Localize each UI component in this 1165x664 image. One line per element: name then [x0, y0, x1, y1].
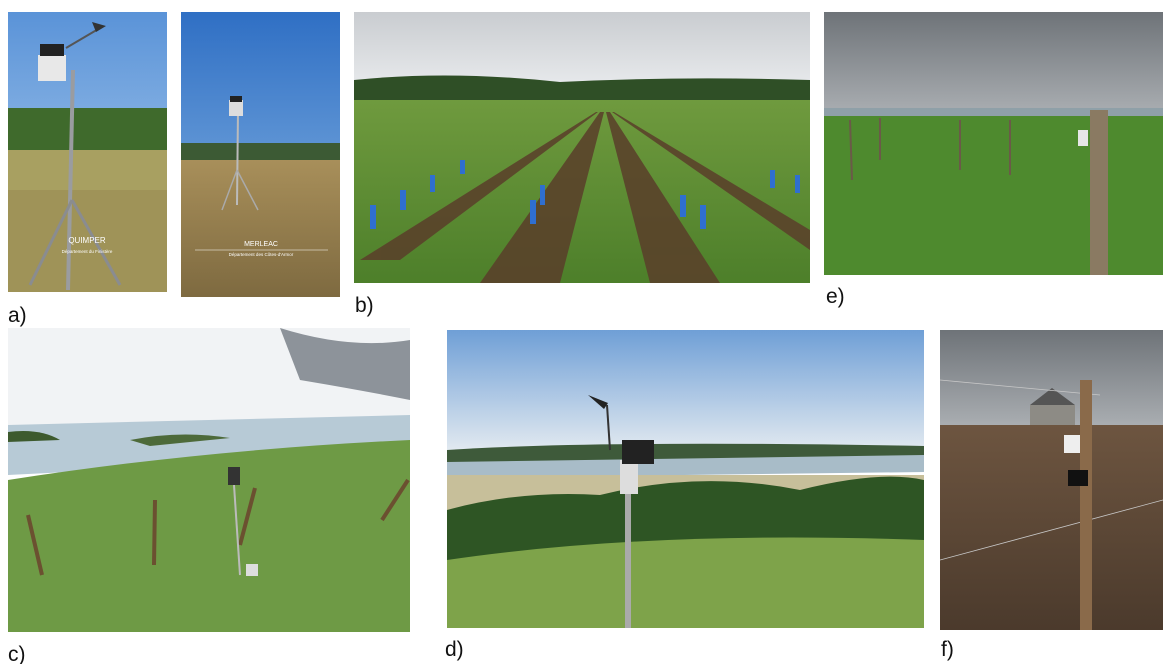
sign-subtitle: Département du Finistère: [62, 249, 113, 254]
panel-label: d): [445, 638, 464, 661]
panel-label: c): [8, 643, 26, 664]
panel-label: b): [355, 294, 374, 317]
photo-vineyard-b: [354, 12, 810, 283]
sign-title: MERLEAC: [244, 241, 278, 248]
panel-label: a): [8, 304, 27, 327]
panel-label: f): [941, 638, 954, 661]
photo-vineyard-f: [940, 330, 1163, 630]
photo-quimper: QUIMPER Département du Finistère: [8, 12, 167, 292]
photo-vineyard-e: [824, 12, 1163, 275]
sign-title: QUIMPER: [68, 236, 106, 245]
panel-label: e): [826, 285, 845, 308]
sign-subtitle: Département des Côtes-d'Armor: [229, 252, 294, 257]
photo-vineyard-d: [447, 330, 924, 628]
photo-merleac: MERLEAC Département des Côtes-d'Armor: [181, 12, 340, 297]
photo-vineyard-c: [8, 328, 410, 632]
